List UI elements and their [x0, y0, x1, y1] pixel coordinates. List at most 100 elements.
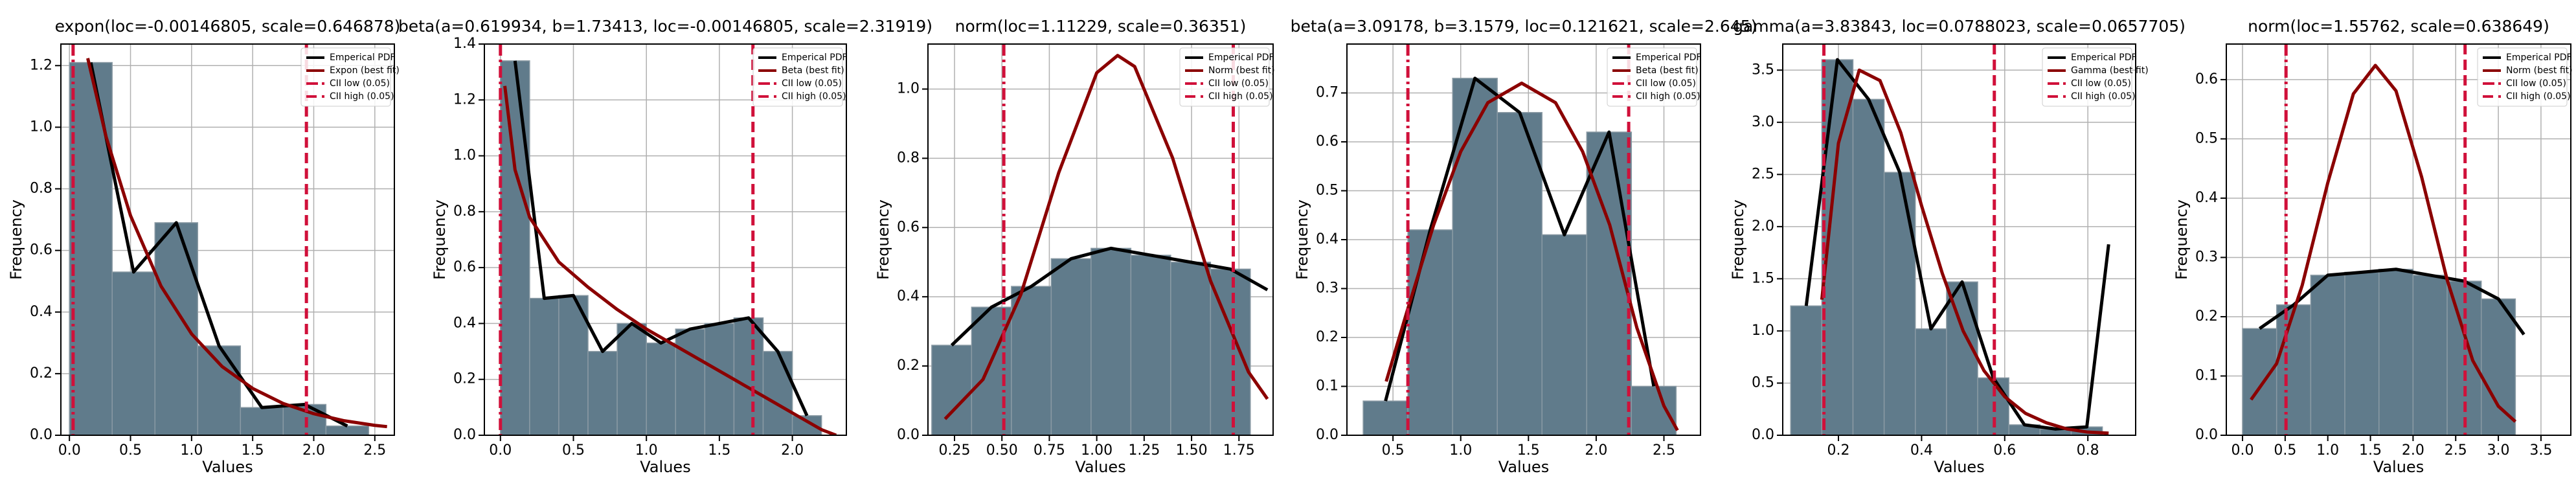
y-tick-label: 0.0 [897, 427, 920, 443]
y-tick-label: 0.6 [897, 219, 920, 235]
x-tick-label: 0.0 [2231, 442, 2254, 459]
x-tick-label: 0.8 [2077, 442, 2099, 459]
x-tick-label: 0.5 [2274, 442, 2296, 459]
bar [704, 323, 735, 435]
series-line [1384, 81, 1679, 431]
x-tick-label: 0.4 [1910, 442, 1933, 459]
y-axis-label: Frequency [431, 199, 449, 280]
x-tick-label: 0.5 [119, 442, 142, 459]
legend: Emperical PDF Norm (best fit) CII low (0.0… [2477, 47, 2573, 107]
x-tick-label: 1.5 [1517, 442, 1540, 459]
subplot-title: gamma(a=3.83843, loc=0.0788023, scale=0.… [1733, 17, 2186, 36]
y-tick-label: 0.5 [1316, 183, 1339, 199]
axes-frame [927, 43, 1274, 436]
series-line [86, 58, 387, 429]
y-tick-label: 1.4 [453, 36, 476, 52]
y-tick-label: 0.2 [2195, 308, 2218, 324]
series-line [1820, 68, 2109, 435]
bar [1790, 305, 1823, 435]
x-tick-label: 0.75 [1034, 442, 1065, 459]
bar [1883, 172, 1916, 435]
x-tick-label: 0.5 [1382, 442, 1405, 459]
bar [325, 425, 370, 435]
legend: Emperical PDF Beta (best fit) CII low (0.0… [1607, 47, 1702, 107]
legend: Emperical PDF Expon (best fit) CII low (0.… [300, 47, 400, 107]
bar [2310, 275, 2345, 435]
plot-area [1790, 44, 2110, 435]
legend-label: CII high (0.05) [2071, 91, 2136, 102]
x-axis-label: Values [2373, 458, 2424, 476]
bar [1130, 255, 1171, 435]
x-tick-label: 0.25 [939, 442, 971, 459]
y-tick-label: 0.1 [1316, 378, 1339, 394]
y-tick-label: 0.3 [2195, 249, 2218, 265]
y-tick-label: 0.6 [1316, 133, 1339, 150]
legend-label: CII high (0.05) [1208, 91, 1273, 102]
plot-area [1362, 44, 1679, 435]
subplot-title: norm(loc=1.55762, scale=0.638649) [2248, 17, 2549, 36]
legend-box [300, 47, 391, 107]
bar [69, 62, 113, 435]
legend-label: CII low (0.05) [1636, 78, 1696, 89]
bar [1852, 98, 1885, 435]
x-axis-label: Values [1075, 458, 1125, 476]
legend-box [1607, 47, 1697, 107]
legend-label: Emperical PDF [1208, 52, 1274, 63]
x-tick-label: 0.5 [562, 442, 585, 459]
y-tick-label: 2.5 [1752, 166, 1774, 182]
bar [240, 407, 284, 435]
bar [1946, 281, 1978, 435]
series-line [2250, 63, 2517, 423]
y-tick-label: 2.0 [1752, 218, 1774, 234]
x-tick-label: 1.0 [180, 442, 203, 459]
y-tick-label: 0.2 [453, 371, 476, 387]
axes-frame [1782, 43, 2136, 436]
y-tick-label: 0.0 [1316, 427, 1339, 443]
subplot: 0.0 0.5 1.0 1.5 2.0 2.5 0.0 0.2 0.4 0.6 0.8 1.0 1.2 e… [7, 17, 400, 476]
legend-label: CII high (0.05) [330, 91, 394, 102]
y-tick-label: 0.6 [2195, 71, 2218, 87]
y-tick-label: 0.4 [1316, 231, 1339, 247]
bar [1631, 385, 1677, 435]
series-line [503, 85, 837, 435]
legend-box [1179, 47, 1270, 107]
y-axis-label: Frequency [1293, 199, 1311, 280]
x-axis-label: Values [640, 458, 690, 476]
y-tick-label: 1.5 [1752, 270, 1774, 286]
y-tick-label: 1.0 [1752, 323, 1774, 339]
bar [675, 328, 706, 435]
legend-label: Emperical PDF [330, 52, 396, 63]
y-tick-label: 0.8 [453, 203, 476, 220]
legend: Emperical PDF Beta (best fit) CII low (0.0… [752, 47, 848, 107]
y-tick-label: 0.2 [30, 365, 52, 381]
y-tick-label: 0.2 [1316, 329, 1339, 345]
bar [733, 317, 764, 435]
bar [154, 222, 199, 435]
y-tick-label: 1.0 [897, 80, 920, 97]
subplot: 0.25 0.50 0.75 1.00 1.25 1.50 1.75 0.0 0.2 0.4 0.6… [874, 17, 1275, 476]
axes-frame [484, 43, 847, 436]
y-tick-label: 0.0 [453, 427, 476, 443]
legend-label: Beta (best fit) [1636, 65, 1699, 76]
y-axis-label: Frequency [7, 199, 25, 280]
legend-box [752, 47, 843, 107]
x-tick-label: 0.0 [489, 442, 512, 459]
legend-box [2042, 47, 2132, 107]
y-tick-label: 1.2 [30, 57, 52, 73]
legend-label: CII low (0.05) [330, 78, 390, 89]
subplot: 0.2 0.4 0.6 0.8 0.0 0.5 1.0 1.5 2.0 2.5 3.0 3.5 gamm… [1729, 17, 2186, 476]
y-tick-label: 3.5 [1752, 62, 1774, 78]
x-tick-label: 0.2 [1827, 442, 1850, 459]
x-axis-label: Values [1498, 458, 1549, 476]
bar [1362, 400, 1408, 435]
legend-label: CII low (0.05) [1208, 78, 1269, 89]
series-line [2258, 267, 2525, 336]
y-tick-label: 0.6 [453, 259, 476, 275]
bar [1915, 328, 1947, 435]
bar [587, 350, 618, 435]
y-tick-label: 0.4 [2195, 190, 2218, 206]
bar [111, 271, 156, 435]
bar [1050, 258, 1092, 435]
x-tick-label: 1.5 [2359, 442, 2382, 459]
